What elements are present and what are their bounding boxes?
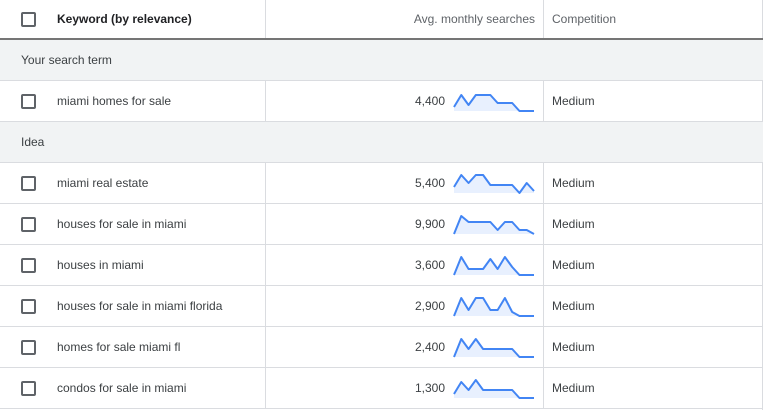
avg-monthly-searches-value: 2,400 <box>414 340 445 354</box>
sparkline-area <box>454 339 534 357</box>
sparkline-area <box>454 380 534 398</box>
table-row: miami homes for sale 4,400 Medium <box>0 81 763 122</box>
keyword-cell: homes for sale miami fl <box>57 327 266 367</box>
group-header-search-term: Your search term <box>0 40 763 81</box>
avg-monthly-searches-value: 1,300 <box>414 381 445 395</box>
row-checkbox[interactable] <box>21 298 36 314</box>
table-row: houses for sale in miami 9,900 Medium <box>0 204 763 245</box>
trend-sparkline <box>453 379 534 399</box>
competition-cell: Medium <box>552 94 595 108</box>
trend-sparkline <box>453 256 534 276</box>
trend-sparkline <box>453 338 534 358</box>
row-checkbox[interactable] <box>21 93 36 109</box>
table-header: Keyword (by relevance) Avg. monthly sear… <box>0 0 763 40</box>
competition-cell: Medium <box>552 258 595 272</box>
avg-monthly-searches-value: 5,400 <box>414 176 445 190</box>
avg-monthly-searches-value: 4,400 <box>414 94 445 108</box>
keyword-cell: houses for sale in miami <box>57 204 266 244</box>
competition-cell: Medium <box>552 299 595 313</box>
trend-sparkline <box>453 174 535 194</box>
sparkline-line <box>453 379 534 399</box>
row-checkbox[interactable] <box>21 175 36 191</box>
trend-sparkline <box>453 94 534 112</box>
select-all-checkbox[interactable] <box>21 11 36 27</box>
sparkline-area <box>454 216 534 234</box>
table-row: miami real estate 5,400 Medium <box>0 163 763 204</box>
group-header-idea: Idea <box>0 122 763 163</box>
trend-sparkline <box>453 297 534 317</box>
keyword-cell: houses for sale in miami florida <box>57 286 266 326</box>
table-row: homes for sale miami fl 2,400 Medium <box>0 327 763 368</box>
keyword-cell: miami real estate <box>57 163 266 203</box>
sparkline-area <box>454 175 534 193</box>
avg-monthly-searches-column-header[interactable]: Avg. monthly searches <box>266 0 544 38</box>
sparkline-area <box>454 257 534 275</box>
keyword-cell: houses in miami <box>57 245 266 285</box>
keyword-column-header[interactable]: Keyword (by relevance) <box>57 0 266 38</box>
sparkline-line <box>453 338 534 358</box>
sparkline-line <box>453 94 534 112</box>
keyword-cell: miami homes for sale <box>57 81 266 121</box>
row-checkbox[interactable] <box>21 380 36 396</box>
competition-cell: Medium <box>552 176 595 190</box>
row-checkbox[interactable] <box>21 257 36 273</box>
avg-monthly-searches-value: 2,900 <box>414 299 445 313</box>
competition-cell: Medium <box>552 217 595 231</box>
row-checkbox[interactable] <box>21 216 36 232</box>
sparkline-line <box>453 174 535 194</box>
avg-monthly-searches-value: 9,900 <box>414 217 445 231</box>
avg-monthly-searches-value: 3,600 <box>414 258 445 272</box>
competition-cell: Medium <box>552 340 595 354</box>
trend-sparkline <box>453 215 535 235</box>
sparkline-line <box>453 297 534 317</box>
row-checkbox[interactable] <box>21 339 36 355</box>
table-row: houses in miami 3,600 Medium <box>0 245 763 286</box>
sparkline-line <box>453 256 534 276</box>
table-row: houses for sale in miami florida 2,900 M… <box>0 286 763 327</box>
table-row: condos for sale in miami 1,300 Medium <box>0 368 763 409</box>
keyword-cell: condos for sale in miami <box>57 368 266 408</box>
competition-column-header[interactable]: Competition <box>552 12 617 26</box>
competition-cell: Medium <box>552 381 595 395</box>
sparkline-line <box>453 215 535 235</box>
